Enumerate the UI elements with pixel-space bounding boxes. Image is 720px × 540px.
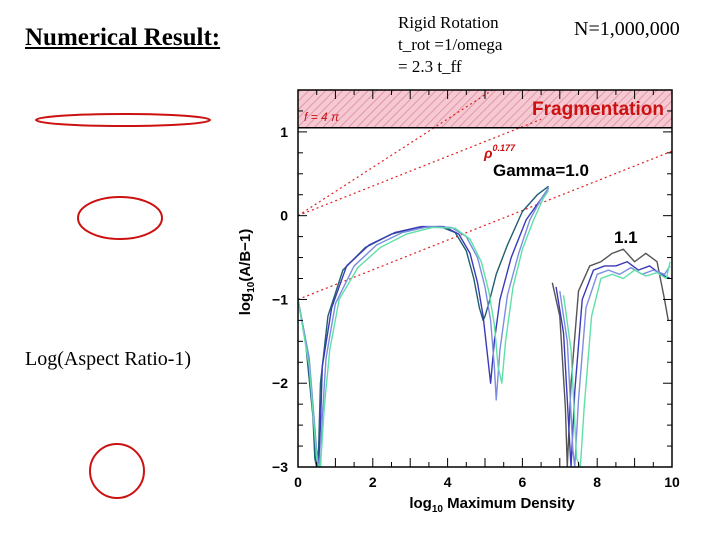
particle-count: N=1,000,000 <box>574 18 680 40</box>
x-tick-label: 8 <box>593 474 601 490</box>
oval-ellipse-icon <box>77 196 163 240</box>
aspect-ratio-label: Log(Aspect Ratio-1) <box>25 348 192 370</box>
reference-line-f-4pi <box>298 90 493 217</box>
gamma-1-0-label: Gamma=1.0 <box>493 161 589 180</box>
y-tick-label: 0 <box>280 208 288 224</box>
x-tick-label: 10 <box>664 474 680 490</box>
circle-icon <box>89 443 145 499</box>
rho-exponent-label: ρ0.177 <box>483 143 516 161</box>
series-line-gamma-1.1-run-a <box>551 248 669 467</box>
f-4pi-label: f = 4 π <box>304 110 340 124</box>
flat-ellipse-icon <box>35 113 211 127</box>
reference-line-rho-0.177-upper <box>298 118 542 217</box>
x-tick-label: 2 <box>369 474 377 490</box>
reference-lines <box>298 90 672 301</box>
aspect-shape-illustrations <box>35 113 211 499</box>
rigid-rotation-line-1: Rigid Rotation <box>398 13 499 32</box>
rigid-rotation-line-3: = 2.3 t_ff <box>398 57 462 76</box>
y-tick-label: −3 <box>272 459 288 475</box>
series-line-gamma-1.1-run-c <box>559 265 671 467</box>
axis-ticks <box>297 89 673 468</box>
page-title: Numerical Result: <box>25 24 221 51</box>
x-tick-label: 6 <box>519 474 527 490</box>
reference-line-rho-0.177-lower <box>298 150 672 301</box>
y-axis-label: log10(A/B−1) <box>237 229 257 316</box>
series-line-gamma-1.0-run-d <box>298 190 550 467</box>
series-lines <box>298 185 671 467</box>
x-tick-label: 0 <box>294 474 302 490</box>
y-tick-label: 1 <box>280 124 288 140</box>
rigid-rotation-line-2: t_rot =1/omega <box>398 35 503 54</box>
series-line-gamma-1.1-run-d <box>562 261 671 467</box>
fragmentation-label: Fragmentation <box>532 99 664 120</box>
x-axis-label: log10 Maximum Density <box>409 495 575 515</box>
series-line-gamma-1.1-run-b <box>555 261 671 467</box>
gamma-1-1-label: 1.1 <box>614 228 638 247</box>
rigid-rotation-note: Rigid Rotation t_rot =1/omega = 2.3 t_ff <box>398 12 502 78</box>
y-tick-label: −2 <box>272 375 288 391</box>
y-tick-label: −1 <box>272 291 288 307</box>
x-tick-label: 4 <box>444 474 452 490</box>
